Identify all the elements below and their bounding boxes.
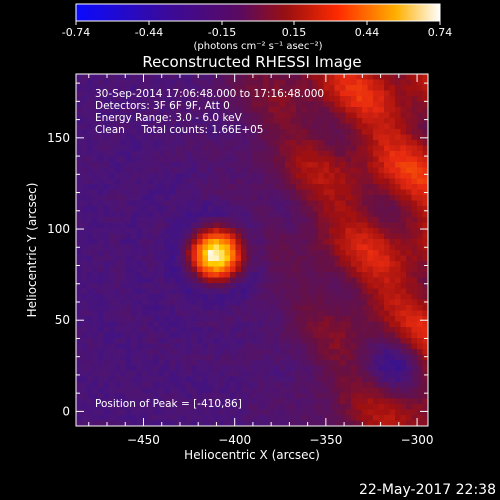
colorbar-tick-label: -0.74	[62, 26, 90, 39]
colorbar-ticks	[75, 21, 441, 25]
y-tick-label: 50	[55, 313, 70, 327]
y-axis-label: Heliocentric Y (arcsec)	[25, 183, 39, 318]
colorbar-tick-label: -0.15	[208, 26, 236, 39]
peak-position-label: Position of Peak = [-410,86]	[95, 398, 242, 410]
x-tick-label: −450	[127, 433, 160, 447]
colorbar-tick-label: 0.74	[428, 26, 453, 39]
plot-frame	[75, 73, 429, 427]
y-tick-label: 150	[47, 131, 70, 145]
y-tick-label: 100	[47, 222, 70, 236]
x-tick-label: −400	[218, 433, 251, 447]
x-tick-label: −300	[401, 433, 434, 447]
info-energy-range: Energy Range: 3.0 - 6.0 keV	[95, 112, 243, 124]
info-clean-counts: Clean Total counts: 1.66E+05	[95, 124, 264, 136]
colorbar-tick-label: 0.15	[282, 26, 307, 39]
x-axis-label: Heliocentric X (arcsec)	[184, 448, 320, 462]
info-detectors: Detectors: 3F 6F 9F, Att 0	[95, 100, 230, 112]
axis-ticks: −450 −400 −350 −300 0 50 100 150	[47, 74, 434, 447]
colorbar-unit-label: (photons cm⁻² s⁻¹ asec⁻²)	[193, 41, 322, 52]
colorbar-tick-label: 0.44	[355, 26, 380, 39]
colorbar	[75, 3, 441, 22]
colorbar-tick-label: -0.44	[135, 26, 163, 39]
info-time-range: 30-Sep-2014 17:06:48.000 to 17:16:48.000	[95, 88, 324, 100]
heatmap-image	[76, 74, 428, 426]
chart-title: Reconstructed RHESSI Image	[142, 53, 361, 71]
x-tick-label: −350	[309, 433, 342, 447]
footer-date: 22-May-2017 22:38	[359, 482, 496, 498]
y-tick-label: 0	[62, 404, 70, 418]
